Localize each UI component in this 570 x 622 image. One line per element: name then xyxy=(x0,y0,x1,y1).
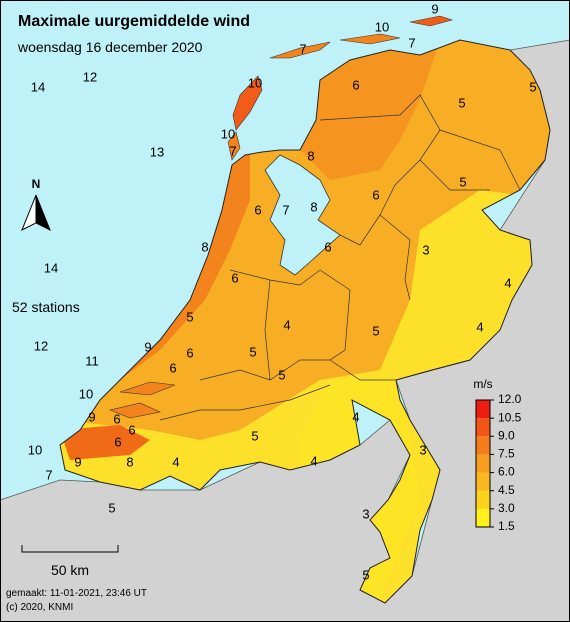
station-value: 9 xyxy=(144,339,151,354)
station-value: 5 xyxy=(529,79,536,94)
station-value: 5 xyxy=(249,344,256,359)
station-value: 12 xyxy=(34,338,48,353)
station-value: 4 xyxy=(283,317,290,332)
station-value: 7 xyxy=(299,41,306,56)
station-value: 10 xyxy=(375,19,389,34)
station-value: 5 xyxy=(458,95,465,110)
legend-swatch xyxy=(476,400,490,419)
subtitle: woensdag 16 december 2020 xyxy=(17,39,203,55)
station-value: 6 xyxy=(372,187,379,202)
station-value: 4 xyxy=(352,409,359,424)
station-value: 10 xyxy=(28,442,42,457)
station-value: 8 xyxy=(201,239,208,254)
station-value: 6 xyxy=(128,422,135,437)
station-value: 7 xyxy=(408,35,415,50)
legend-tick-label: 12.0 xyxy=(498,392,522,406)
station-value: 6 xyxy=(231,270,238,285)
station-value: 10 xyxy=(221,126,235,141)
station-value: 5 xyxy=(251,428,258,443)
station-value: 12 xyxy=(83,69,97,84)
station-value: 5 xyxy=(278,367,285,382)
legend-tick-label: 10.5 xyxy=(498,410,522,424)
station-value: 6 xyxy=(114,434,121,449)
legend-swatch xyxy=(476,490,490,509)
station-value: 5 xyxy=(108,500,115,515)
station-value: 3 xyxy=(419,442,426,457)
legend-swatch xyxy=(476,418,490,437)
station-value: 4 xyxy=(310,453,317,468)
station-value: 6 xyxy=(324,239,331,254)
north-label: N xyxy=(32,177,41,191)
legend-tick-label: 1.5 xyxy=(498,519,515,533)
station-value: 5 xyxy=(459,174,466,189)
station-value: 8 xyxy=(310,199,317,214)
station-value: 6 xyxy=(169,360,176,375)
station-value: 9 xyxy=(88,409,95,424)
station-value: 8 xyxy=(126,454,133,469)
legend-frame xyxy=(475,399,491,528)
station-value: 6 xyxy=(254,202,261,217)
station-value: 13 xyxy=(150,144,164,159)
north-arrow xyxy=(35,194,51,232)
copyright: (c) 2020, KNMI xyxy=(6,602,73,613)
ijsselmeer xyxy=(264,154,341,276)
legend-tick-label: 6.0 xyxy=(498,465,515,479)
legend-swatch xyxy=(476,472,490,491)
legend-tick-label: 9.0 xyxy=(498,428,515,442)
legend-tick-label: 3.0 xyxy=(498,501,515,515)
legend-swatch xyxy=(476,436,490,455)
station-value: 4 xyxy=(504,275,511,290)
station-value: 6 xyxy=(352,77,359,92)
station-value: 5 xyxy=(186,309,193,324)
station-value: 9 xyxy=(74,454,81,469)
legend-swatch xyxy=(476,454,490,473)
title: Maximale uurgemiddelde wind xyxy=(18,13,250,30)
station-value: 8 xyxy=(307,148,314,163)
station-value: 11 xyxy=(85,353,99,368)
station-value: 6 xyxy=(113,411,120,426)
station-value: 14 xyxy=(31,79,45,94)
legend-swatch xyxy=(476,508,490,527)
station-value: 14 xyxy=(44,260,58,275)
station-value: 7 xyxy=(229,143,236,158)
legend: 12.0 10.5 9.0 7.5 6.0 4.5 3.0 1.5 xyxy=(475,392,522,533)
station-value: 10 xyxy=(248,75,262,90)
station-value: 9 xyxy=(431,1,438,16)
scale-bar xyxy=(21,545,119,553)
made-note: gemaakt: 11-01-2021, 23:46 UT xyxy=(6,588,147,599)
station-value: 10 xyxy=(79,386,93,401)
station-value: 4 xyxy=(476,319,483,334)
legend-tick-label: 7.5 xyxy=(498,447,515,461)
station-value: 7 xyxy=(45,467,52,482)
station-value: 5 xyxy=(362,567,369,582)
province-borders xyxy=(159,94,521,421)
station-value: 3 xyxy=(422,242,429,257)
legend-tick-label: 4.5 xyxy=(498,483,515,497)
station-value: 7 xyxy=(282,202,289,217)
station-count: 52 stations xyxy=(12,299,80,315)
scale-label: 50 km xyxy=(51,562,89,578)
station-value: 6 xyxy=(186,345,193,360)
station-value: 5 xyxy=(372,323,379,338)
islands xyxy=(109,15,454,419)
station-value: 3 xyxy=(362,506,369,521)
legend-unit: m/s xyxy=(473,377,492,391)
station-value: 4 xyxy=(172,454,179,469)
